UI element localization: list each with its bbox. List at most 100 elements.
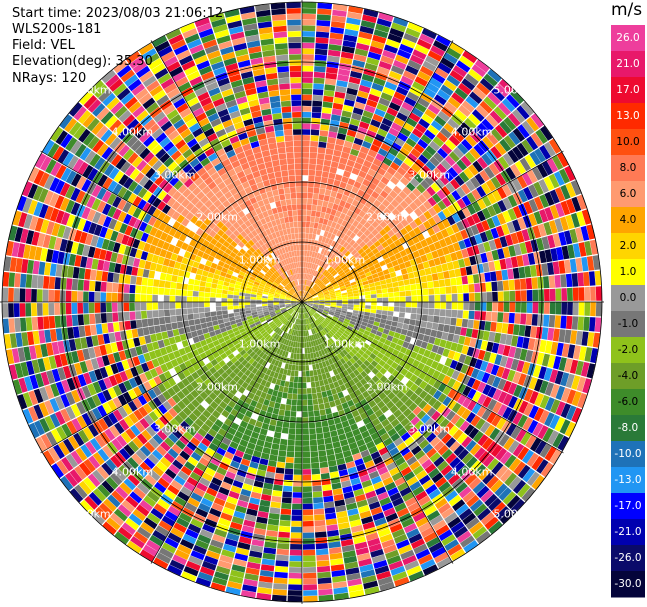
velocity-gate: [358, 170, 367, 179]
velocity-gate: [356, 42, 370, 51]
velocity-gate: [289, 335, 293, 341]
velocity-gate: [455, 417, 466, 429]
velocity-gate: [302, 440, 310, 446]
velocity-gate: [396, 213, 405, 222]
velocity-gate: [272, 389, 279, 397]
velocity-gate: [360, 274, 367, 279]
velocity-gate: [351, 258, 358, 265]
velocity-gate: [524, 240, 533, 254]
velocity-gate: [461, 469, 474, 482]
velocity-gate: [321, 373, 327, 380]
velocity-gate: [218, 360, 226, 368]
velocity-gate: [258, 351, 265, 358]
velocity-gate: [578, 287, 585, 301]
velocity-gate: [353, 304, 360, 308]
velocity-gate: [323, 290, 329, 294]
velocity-gate: [359, 298, 366, 302]
velocity-gate: [303, 330, 306, 337]
velocity-gate: [321, 322, 327, 328]
velocity-gate: [421, 165, 432, 175]
velocity-gate: [383, 225, 392, 233]
velocity-gate: [233, 302, 239, 306]
velocity-gate: [275, 560, 289, 567]
velocity-gate: [264, 355, 271, 362]
velocity-gate: [302, 353, 305, 360]
velocity-gate: [207, 428, 218, 438]
velocity-gate: [326, 232, 333, 239]
velocity-gate: [436, 131, 448, 143]
velocity-gate: [318, 135, 328, 143]
velocity-gate: [243, 322, 250, 328]
velocity-gate: [417, 194, 427, 204]
velocity-gate: [311, 346, 316, 353]
velocity-gate: [167, 532, 182, 544]
velocity-gate: [327, 49, 341, 57]
velocity-gate: [330, 114, 341, 122]
velocity-gate: [376, 18, 392, 28]
velocity-gate: [271, 495, 282, 503]
velocity-gate: [381, 539, 395, 549]
velocity-gate: [259, 316, 266, 321]
velocity-gate: [446, 193, 457, 204]
velocity-gate: [428, 207, 437, 217]
velocity-gate: [385, 400, 395, 409]
velocity-gate: [355, 319, 363, 325]
velocity-gate: [77, 291, 83, 302]
velocity-gate: [466, 346, 475, 357]
velocity-gate: [302, 509, 314, 516]
velocity-gate: [409, 201, 418, 211]
velocity-gate: [60, 303, 66, 315]
velocity-gate: [165, 422, 176, 433]
velocity-gate: [306, 294, 311, 299]
velocity-gate: [39, 418, 51, 433]
velocity-gate: [307, 286, 311, 292]
velocity-gate: [315, 271, 319, 277]
velocity-gate: [216, 375, 225, 384]
velocity-gate: [325, 340, 331, 347]
velocity-gate: [350, 148, 360, 157]
velocity-gate: [115, 486, 129, 499]
velocity-gate: [244, 302, 251, 305]
velocity-gate: [502, 393, 513, 406]
velocity-gate: [124, 274, 131, 284]
velocity-gate: [317, 325, 323, 331]
velocity-gate: [114, 422, 125, 435]
velocity-gate: [465, 412, 476, 424]
velocity-gate: [261, 422, 270, 430]
velocity-gate: [256, 297, 262, 300]
velocity-gate: [497, 378, 507, 391]
velocity-gate: [395, 399, 404, 409]
velocity-gate: [554, 370, 564, 385]
velocity-gate: [355, 245, 362, 252]
velocity-gate: [360, 370, 368, 378]
velocity-gate: [180, 486, 193, 497]
velocity-gate: [327, 239, 333, 246]
velocity-gate: [392, 369, 400, 378]
velocity-gate: [341, 292, 348, 296]
velocity-gate: [381, 451, 392, 461]
velocity-gate: [345, 338, 352, 345]
velocity-gate: [370, 309, 377, 314]
velocity-gate: [308, 311, 313, 316]
velocity-gate: [422, 60, 437, 72]
velocity-gate: [461, 436, 473, 448]
velocity-gate: [302, 307, 305, 314]
velocity-gate: [218, 517, 231, 527]
velocity-gate: [432, 136, 444, 148]
velocity-gate: [497, 200, 507, 212]
velocity-gate: [222, 345, 230, 353]
velocity-gate: [260, 379, 267, 387]
velocity-gate: [142, 392, 152, 403]
velocity-gate: [414, 377, 423, 387]
velocity-gate: [371, 367, 379, 375]
velocity-gate: [194, 418, 204, 428]
velocity-gate: [334, 91, 346, 99]
velocity-gate: [245, 355, 252, 362]
velocity-gate: [217, 348, 225, 356]
velocity-gate: [549, 204, 560, 219]
velocity-gate: [295, 336, 299, 342]
velocity-gate: [88, 302, 95, 314]
velocity-gate: [360, 115, 372, 124]
velocity-gate: [361, 430, 370, 439]
velocity-gate: [317, 273, 323, 279]
